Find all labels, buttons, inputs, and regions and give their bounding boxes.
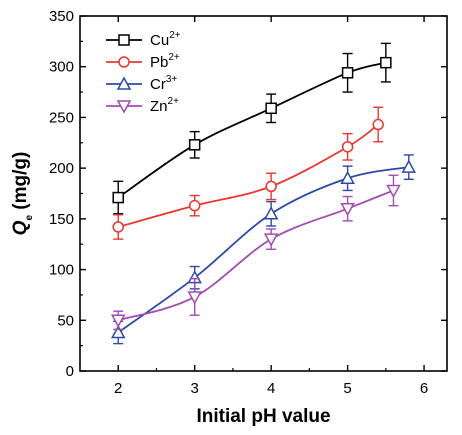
legend-marker xyxy=(118,56,130,68)
data-point-cr xyxy=(263,206,279,220)
data-point-cu xyxy=(112,191,124,204)
data-point-cu xyxy=(380,56,392,69)
x-tick-label-6: 6 xyxy=(420,380,428,397)
data-point-zn xyxy=(263,233,279,247)
legend: Cu2+ Pb2+ Cr3+ Zn2+ xyxy=(106,30,181,115)
y-tick-label-200: 200 xyxy=(49,160,74,177)
y-axis-title: Qe (mg/g) xyxy=(10,152,35,236)
x-axis-title: Initial pH value xyxy=(196,406,330,427)
y-tick-label-300: 300 xyxy=(49,59,74,76)
series-line-cr xyxy=(117,166,409,334)
legend-label: Cr3+ xyxy=(150,74,177,93)
data-point-cr xyxy=(401,159,417,173)
data-point-pb xyxy=(265,180,277,193)
y-tick-label-100: 100 xyxy=(49,262,74,279)
y-axis-title-main: Q xyxy=(10,220,31,235)
y-tick-label-350: 350 xyxy=(49,8,74,25)
data-point-pb xyxy=(341,141,354,153)
x-tick-label-4: 4 xyxy=(267,380,275,397)
legend-marker xyxy=(116,76,132,90)
data-point-cr xyxy=(340,170,355,185)
y-axis-title-unit: (mg/g) xyxy=(10,152,31,215)
legend-marker xyxy=(116,100,132,114)
y-tick-label-50: 50 xyxy=(57,312,74,329)
data-point-cu xyxy=(188,139,201,151)
y-tick-label-250: 250 xyxy=(49,109,74,126)
legend-label: Zn2+ xyxy=(150,96,179,115)
x-tick-label-2: 2 xyxy=(114,380,122,397)
series-layer xyxy=(110,42,417,345)
legend-marker xyxy=(118,34,130,46)
legend-item-cr: Cr3+ xyxy=(106,74,177,93)
y-axis-title-sub: e xyxy=(24,215,35,221)
series-zn xyxy=(110,174,401,331)
series-cu xyxy=(112,42,392,215)
legend-label: Cu2+ xyxy=(150,30,181,49)
y-tick-label-0: 0 xyxy=(66,363,74,380)
x-tick-label-5: 5 xyxy=(343,380,351,397)
legend-label: Pb2+ xyxy=(150,52,180,71)
data-point-cu xyxy=(265,102,277,115)
data-point-pb xyxy=(188,199,201,212)
legend-item-pb: Pb2+ xyxy=(106,52,180,71)
series-cr xyxy=(110,154,417,345)
legend-item-zn: Zn2+ xyxy=(106,96,179,115)
x-tick-label-3: 3 xyxy=(191,380,199,397)
data-point-zn xyxy=(110,314,126,328)
series-pb xyxy=(112,106,384,240)
y-tick-label-150: 150 xyxy=(49,211,74,228)
data-point-cr xyxy=(110,324,126,339)
series-line-zn xyxy=(117,189,394,322)
axes: 2 3 4 5 6 0 50 100 150 200 250 300 350 xyxy=(49,8,448,397)
data-point-zn xyxy=(340,202,355,217)
data-point-pb xyxy=(372,118,384,131)
data-point-zn xyxy=(187,291,202,305)
data-point-cu xyxy=(341,67,354,79)
legend-item-cu: Cu2+ xyxy=(106,30,181,49)
data-point-pb xyxy=(112,221,124,233)
data-point-zn xyxy=(386,184,401,199)
